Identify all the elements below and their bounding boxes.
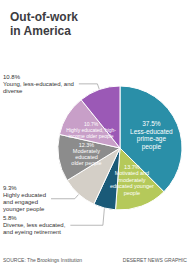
- svg-text:Diverse, less educated,: Diverse, less educated,: [3, 222, 66, 228]
- svg-text:people: people: [142, 143, 162, 151]
- svg-text:37.5%: 37.5%: [142, 120, 161, 127]
- svg-text:9.3%: 9.3%: [3, 185, 17, 191]
- svg-text:Highly educated: Highly educated: [3, 192, 46, 198]
- svg-text:13.7%: 13.7%: [124, 164, 140, 170]
- svg-text:Highly educated, high-: Highly educated, high-: [66, 127, 116, 133]
- svg-text:SOURCE: The Brookings Institut: SOURCE: The Brookings Institution: [3, 257, 82, 263]
- svg-text:income older people: income older people: [69, 133, 114, 139]
- svg-text:and eyeing retirement: and eyeing retirement: [3, 229, 61, 235]
- svg-text:in America: in America: [10, 24, 71, 38]
- svg-text:10.7%: 10.7%: [84, 121, 99, 128]
- svg-text:Out-of-work: Out-of-work: [10, 10, 78, 24]
- svg-text:people: people: [124, 190, 141, 196]
- svg-text:older people: older people: [71, 160, 101, 166]
- svg-text:educated younger: educated younger: [110, 183, 154, 189]
- svg-text:prime-age: prime-age: [136, 135, 166, 143]
- svg-text:Moderately: Moderately: [72, 147, 101, 154]
- svg-text:and engaged: and engaged: [3, 199, 38, 205]
- svg-text:Less-educated: Less-educated: [130, 128, 173, 135]
- svg-text:10.8%: 10.8%: [3, 74, 21, 80]
- svg-text:5.8%: 5.8%: [3, 215, 17, 221]
- svg-text:12.3%: 12.3%: [78, 141, 95, 148]
- svg-text:DESERET NEWS GRAPHIC: DESERET NEWS GRAPHIC: [123, 257, 187, 263]
- svg-text:moderately: moderately: [118, 177, 145, 183]
- svg-text:younger people: younger people: [3, 206, 45, 212]
- svg-text:educated: educated: [75, 153, 98, 160]
- svg-text:Young, less-educated, and: Young, less-educated, and: [3, 81, 74, 87]
- svg-text:diverse: diverse: [3, 88, 23, 94]
- svg-text:Motivated and: Motivated and: [115, 170, 150, 176]
